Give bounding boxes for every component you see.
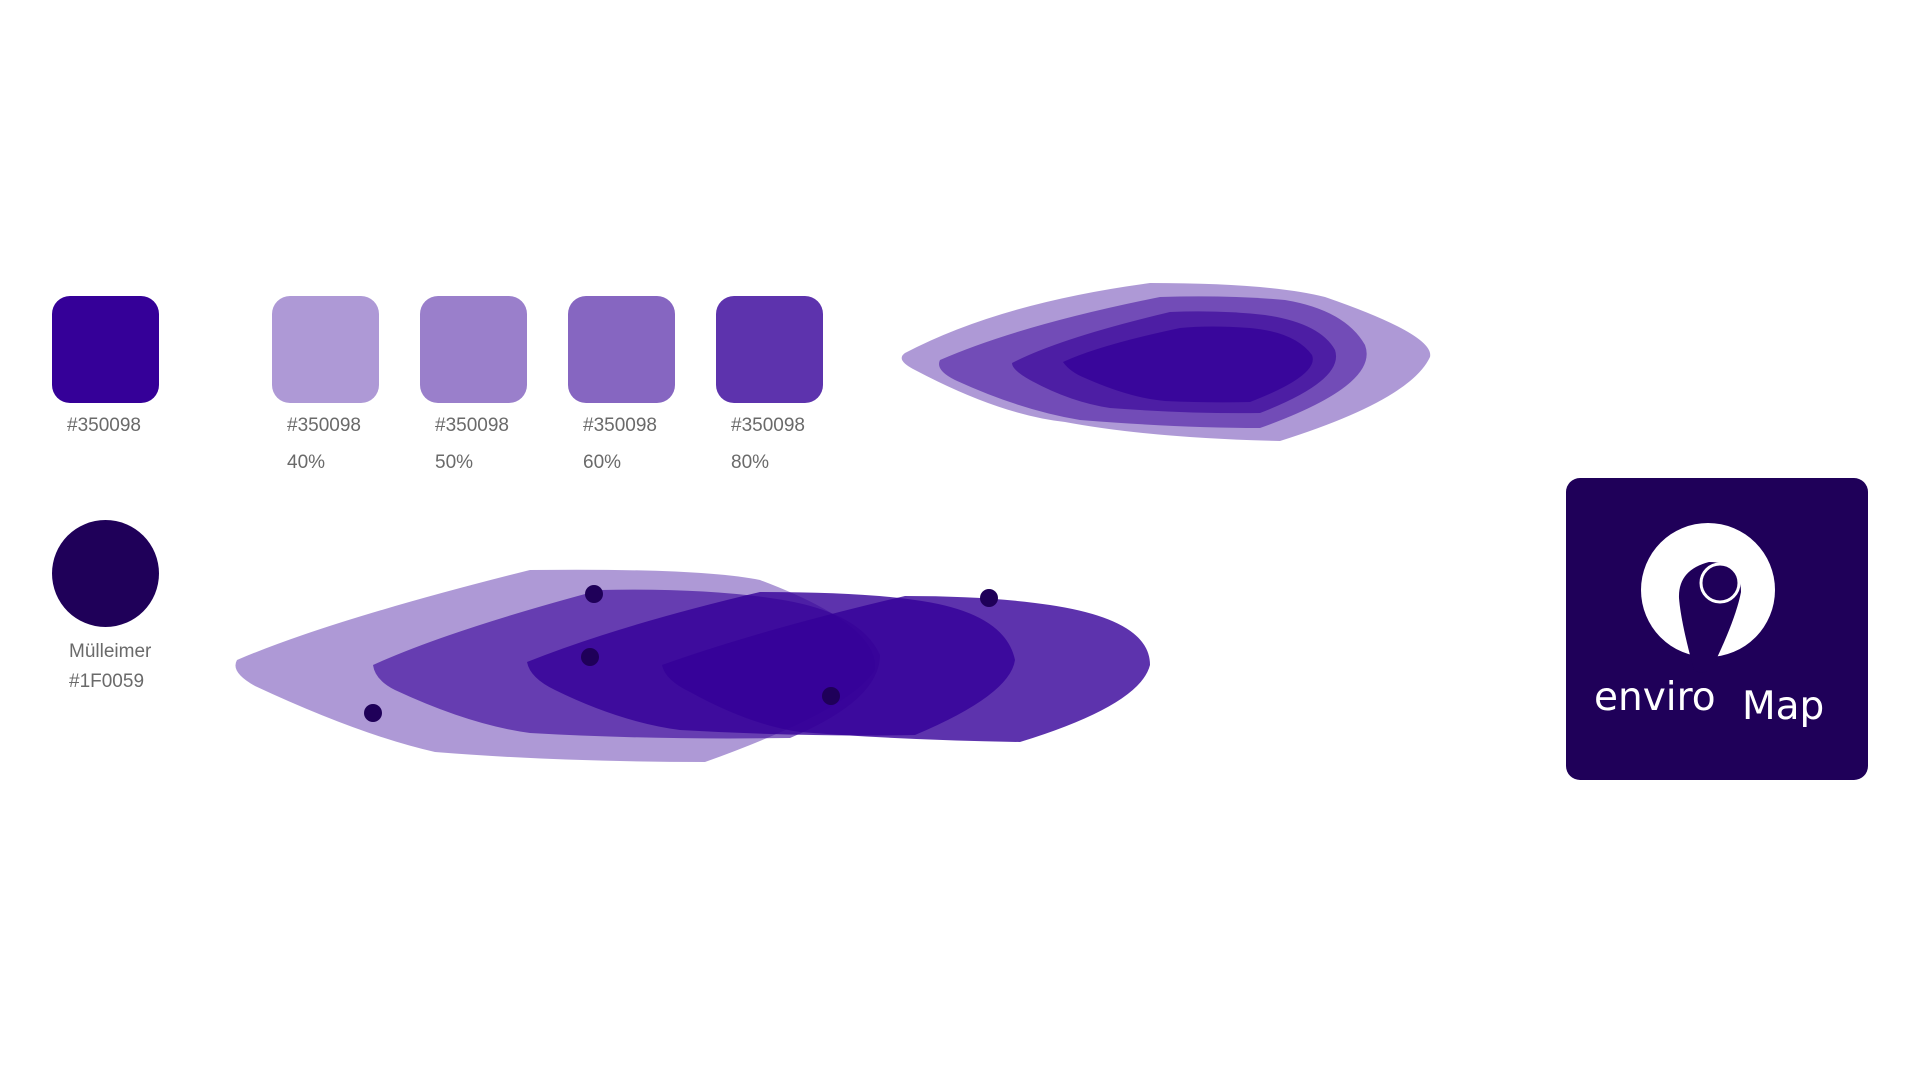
swatch-primary-60-percent: 60% xyxy=(583,452,622,473)
app-icon: enviro Map xyxy=(1566,478,1868,780)
swatch-primary xyxy=(52,296,159,403)
blob-dot xyxy=(364,704,382,722)
swatch-primary-80-hex: #350098 xyxy=(731,415,805,436)
swatch-dark-hex: #1F0059 xyxy=(69,671,145,692)
map-pin-icon xyxy=(1641,523,1775,673)
overlapping-blob-4 xyxy=(662,596,1150,742)
concentric-blob-layer-4 xyxy=(1063,326,1313,403)
swatch-primary-60 xyxy=(568,296,675,403)
swatch-primary-40-hex: #350098 xyxy=(287,415,361,436)
blob-dot xyxy=(585,585,603,603)
swatch-dark-name: Mülleimer xyxy=(69,641,152,662)
app-name-word-2: Map xyxy=(1742,684,1825,729)
swatch-primary-40 xyxy=(272,296,379,403)
app-name-word-1: enviro xyxy=(1594,675,1716,720)
swatch-primary-40-percent: 40% xyxy=(287,452,326,473)
blob-dot xyxy=(581,648,599,666)
concentric-blob xyxy=(901,283,1431,441)
swatch-primary-50 xyxy=(420,296,527,403)
swatch-primary-hex: #350098 xyxy=(67,415,141,436)
overlapping-blobs xyxy=(235,569,1150,762)
blob-dot xyxy=(822,687,840,705)
swatch-primary-80-percent: 80% xyxy=(731,452,770,473)
swatch-primary-60-hex: #350098 xyxy=(583,415,657,436)
swatch-dark-circle xyxy=(52,520,159,627)
swatch-primary-50-percent: 50% xyxy=(435,452,474,473)
swatch-primary-80 xyxy=(716,296,823,403)
blob-dot xyxy=(980,589,998,607)
swatch-primary-50-hex: #350098 xyxy=(435,415,509,436)
